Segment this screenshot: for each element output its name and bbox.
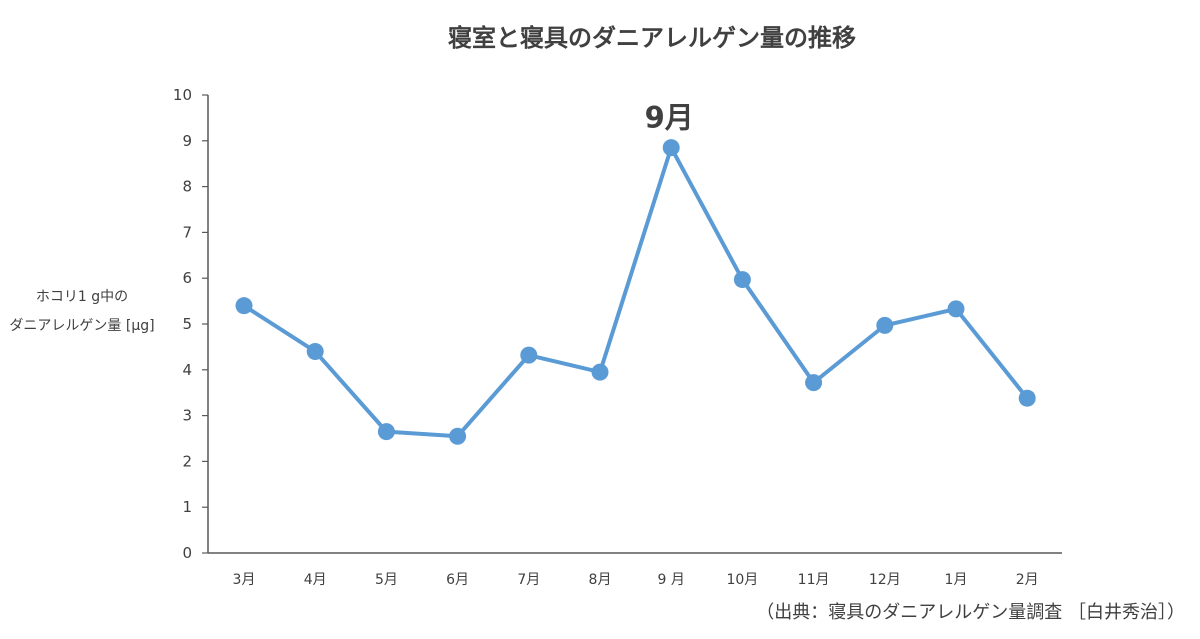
y-tick-label: 6: [182, 269, 192, 287]
series-line: [242, 145, 1030, 439]
y-tick-label: 4: [182, 361, 192, 379]
source-note: （出典：寝具のダニアレルゲン量調査 ［白井秀治］）: [756, 602, 1185, 623]
data-point: [805, 374, 823, 392]
y-tick-label: 8: [182, 178, 192, 196]
data-point: [876, 316, 894, 334]
x-tick-label: 3月: [233, 572, 256, 588]
chart-title: 寝室と寝具のダニアレルゲン量の推移: [448, 24, 856, 52]
data-point: [377, 423, 395, 441]
x-tick-label: 9 月: [658, 572, 685, 588]
x-tick-label: 10月: [726, 572, 758, 588]
y-axis-label-line-2: ダニアレルゲン量 [μg]: [9, 318, 154, 334]
data-point: [591, 363, 609, 381]
data-point: [662, 139, 680, 157]
y-tick-label: 1: [182, 498, 192, 516]
data-point: [1018, 389, 1036, 407]
y-tick-label: 0: [182, 544, 192, 562]
y-tick-label: 5: [182, 315, 192, 333]
x-tick-label: 11月: [798, 572, 830, 588]
x-tick-label: 5月: [375, 572, 398, 588]
x-tick-label: 1月: [945, 572, 968, 588]
data-point: [947, 300, 965, 318]
y-axis-ticks: 0 1 2 3 4 5 6 7 8 9 10: [173, 86, 208, 562]
x-tick-label: 4月: [304, 572, 327, 588]
x-tick-label: 6月: [446, 572, 469, 588]
peak-annotation: 9月: [645, 101, 694, 135]
data-point: [306, 342, 324, 360]
y-tick-label: 9: [182, 132, 192, 150]
axes: [207, 95, 1062, 554]
x-tick-label: 8月: [589, 572, 612, 588]
data-point: [235, 297, 253, 315]
y-tick-label: 3: [182, 407, 192, 425]
series-line-group: [235, 139, 1036, 445]
x-tick-label: 12月: [869, 572, 901, 588]
y-axis-label-line-1: ホコリ1 g中の: [36, 289, 128, 305]
y-tick-label: 2: [182, 452, 192, 470]
x-tick-label: 2月: [1016, 572, 1039, 588]
data-point: [449, 427, 467, 445]
x-axis-ticks: 3月 4月 5月 6月 7月 8月 9 月 10月 11月 12月 1月 2月: [233, 572, 1039, 588]
x-tick-label: 7月: [517, 572, 540, 588]
y-tick-label: 10: [173, 86, 192, 104]
data-point: [733, 271, 751, 289]
y-tick-label: 7: [182, 223, 192, 241]
data-point: [520, 346, 538, 364]
